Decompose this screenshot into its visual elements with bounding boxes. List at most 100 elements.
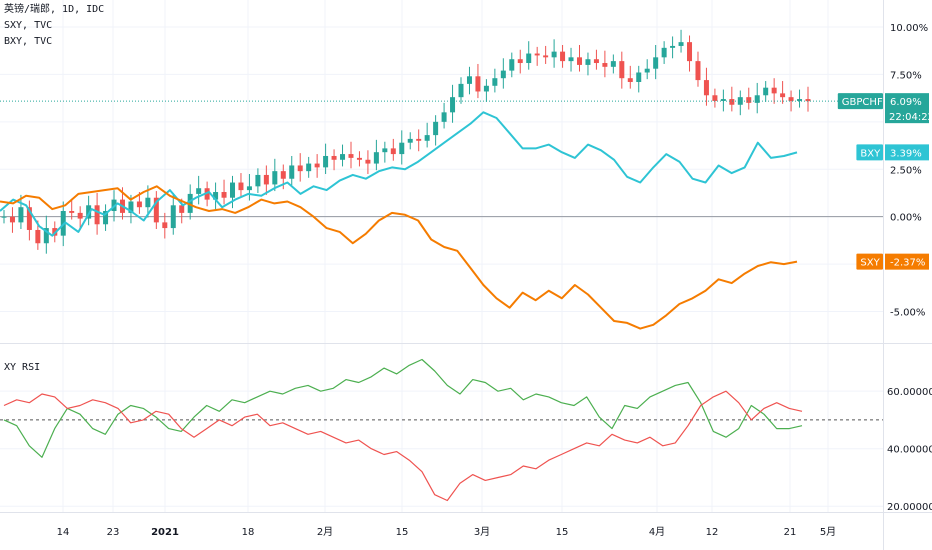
- legend-sxy-symbol[interactable]: SXY, TVC: [4, 20, 53, 31]
- candle-body: [263, 174, 269, 185]
- gbpchf-name-tag: [837, 93, 883, 110]
- candle-body: [602, 63, 608, 67]
- candle-body: [534, 53, 540, 56]
- candle-body: [399, 142, 405, 155]
- candle-body: [103, 210, 109, 225]
- candle-body: [145, 197, 151, 208]
- x-tick-label: 2021: [151, 527, 179, 538]
- candle-body: [128, 201, 134, 213]
- candle-body: [695, 61, 701, 81]
- candle-body: [754, 95, 760, 103]
- candle-body: [424, 135, 430, 141]
- candle-body: [1, 216, 7, 218]
- candle-body: [323, 155, 329, 168]
- candle-body: [492, 78, 498, 86]
- candle-body: [746, 97, 752, 103]
- candle-body: [703, 80, 709, 96]
- candle-body: [43, 228, 49, 244]
- rsi-tick-label: 40.000000: [887, 445, 932, 456]
- candle-body: [382, 148, 388, 153]
- candle-body: [788, 97, 794, 101]
- gbpchf-value-text: 6.09%: [890, 97, 922, 108]
- candle-body: [500, 70, 506, 79]
- candle-body: [390, 148, 396, 155]
- candle-body: [314, 163, 320, 168]
- candle-body: [306, 163, 312, 172]
- candle-body: [729, 99, 735, 105]
- candle-body: [407, 138, 413, 143]
- candle-body: [712, 95, 718, 101]
- candle-body: [450, 97, 456, 113]
- rsi-tick-label: 60.000000: [887, 387, 932, 398]
- candle-body: [509, 59, 515, 71]
- x-tick-label: 14: [57, 527, 70, 538]
- candle-body: [255, 174, 261, 187]
- bxy-value-text: 3.39%: [890, 148, 922, 159]
- rsi-red-line: [3, 390, 803, 502]
- candle-body: [458, 83, 464, 98]
- sxy-value-text: -2.37%: [890, 258, 925, 269]
- candle-body: [230, 182, 236, 198]
- price-tick-label: 7.50%: [890, 70, 922, 81]
- candle-body: [551, 51, 557, 58]
- x-tick-label: 15: [556, 527, 569, 538]
- candle-body: [780, 93, 786, 98]
- candle-body: [280, 171, 286, 179]
- x-tick-label: 21: [784, 527, 797, 538]
- candle-body: [678, 42, 684, 46]
- candle-body: [797, 99, 803, 101]
- candle-body: [356, 157, 362, 160]
- candle-body: [517, 59, 523, 64]
- gbpchf-name-text: GBPCHF: [842, 97, 883, 108]
- candle-body: [636, 72, 642, 82]
- candle-body: [526, 53, 532, 64]
- candle-body: [340, 154, 346, 160]
- candle-body: [213, 192, 219, 200]
- x-tick-label: 23: [107, 527, 120, 538]
- rsi-tick-label: 20.000000: [887, 502, 932, 513]
- sxy-line: [0, 185, 798, 330]
- candle-body: [441, 112, 447, 122]
- bxy-value-tag: [885, 144, 929, 161]
- legend-main-symbol[interactable]: 英镑/瑞郎, 1D, IDC: [4, 4, 105, 15]
- candle-body: [348, 154, 354, 158]
- candle-body: [26, 207, 32, 230]
- rsi-pane-title[interactable]: XY RSI: [4, 362, 41, 373]
- candle-body: [661, 47, 667, 58]
- candle-body: [568, 57, 574, 62]
- x-tick-label: 4月: [649, 526, 665, 538]
- candle-body: [35, 229, 41, 244]
- candle-body: [272, 171, 278, 185]
- candle-body: [610, 61, 616, 67]
- price-tick-label: 10.00%: [890, 23, 928, 34]
- candle-body: [297, 165, 303, 172]
- candle-body: [593, 59, 599, 64]
- candle-body: [204, 188, 210, 200]
- candle-body: [187, 193, 193, 213]
- candle-body: [136, 201, 142, 208]
- bxy-name-tag: [856, 144, 883, 161]
- candle-body: [433, 121, 439, 136]
- candle-body: [653, 57, 659, 69]
- x-tick-label: 3月: [474, 526, 490, 538]
- candle-body: [9, 216, 15, 223]
- price-tick-label: 0.00%: [890, 213, 922, 224]
- bxy-line: [0, 111, 798, 237]
- candle-body: [805, 99, 811, 102]
- candle-body: [170, 205, 176, 229]
- candle-body: [365, 159, 371, 164]
- candle-body: [246, 186, 252, 191]
- candle-body: [466, 76, 472, 84]
- legend-bxy-symbol[interactable]: BXY, TVC: [4, 36, 53, 47]
- candle-body: [483, 85, 489, 92]
- candle-body: [627, 78, 633, 82]
- candle-body: [475, 76, 481, 92]
- candle-body: [560, 51, 566, 62]
- rsi-green-line: [3, 358, 803, 458]
- bxy-name-text: BXY: [860, 148, 881, 159]
- x-tick-label: 12: [706, 527, 719, 538]
- candle-body: [86, 205, 92, 219]
- gbpchf-value-tag: [885, 93, 929, 124]
